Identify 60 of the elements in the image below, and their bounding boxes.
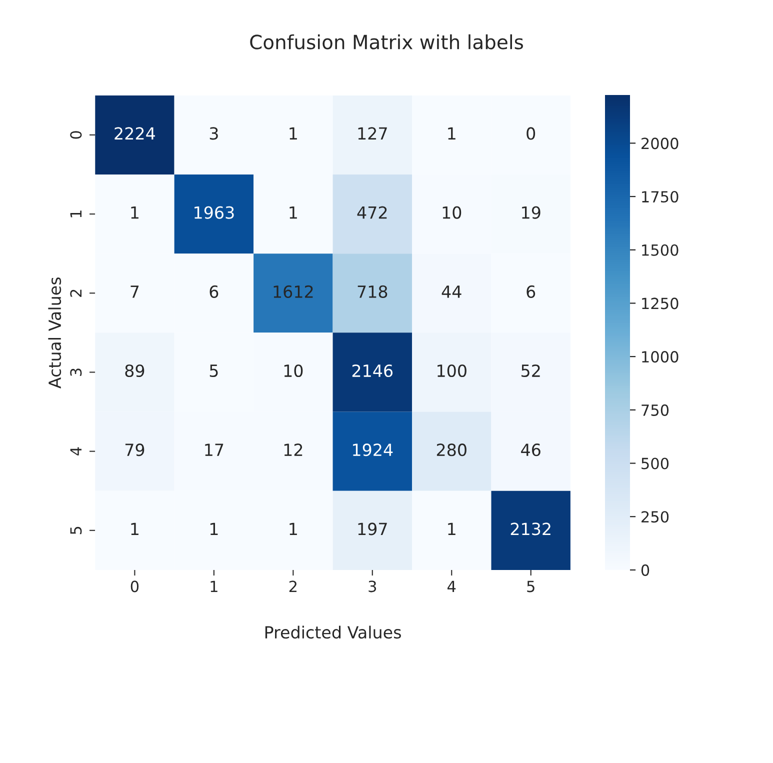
data-label: 1963: [194, 206, 234, 219]
x-tick-label: 4: [448, 580, 456, 592]
data-label: 17: [205, 444, 224, 456]
data-label: 2146: [352, 364, 393, 378]
color-bar-label: 750: [642, 404, 669, 416]
data-label: 7: [130, 286, 139, 298]
data-label: 10: [442, 206, 462, 219]
y-tick-label: 5: [70, 526, 82, 534]
x-tick-label: 5: [527, 580, 534, 592]
data-label: 3: [210, 127, 218, 140]
data-label: 1: [448, 522, 456, 536]
data-label: 5: [210, 364, 218, 378]
color-bar-label: 1750: [642, 190, 678, 203]
data-label: 2132: [510, 522, 550, 536]
data-label: 12: [284, 444, 302, 456]
data-label: 718: [358, 285, 388, 298]
data-label: 44: [442, 286, 462, 298]
data-label: 472: [357, 206, 387, 219]
data-label: 127: [358, 127, 387, 140]
color-bar-label: 2000: [642, 138, 678, 150]
y-axis-title: Actual Values: [48, 277, 62, 389]
y-tick-label: 1: [70, 210, 82, 218]
data-label: 1924: [353, 444, 393, 456]
y-tick-label: 3: [70, 368, 82, 376]
x-tick-label: 3: [368, 580, 376, 592]
data-label: 1: [290, 522, 297, 536]
color-bar-label: 0: [641, 564, 650, 576]
x-tick-label: 2: [289, 580, 296, 592]
data-label: 100: [438, 364, 466, 378]
y-tick-label: 4: [70, 447, 82, 456]
color-bar-label: 1500: [642, 244, 678, 256]
data-label: 89: [125, 364, 144, 378]
data-label: 1: [210, 522, 218, 536]
data-label: 10: [284, 364, 303, 378]
data-label: 197: [358, 522, 387, 536]
y-tick-label: 2: [70, 290, 82, 297]
data-label: 1612: [274, 285, 313, 298]
data-label: 0: [526, 127, 536, 140]
data-label: 1: [131, 206, 138, 219]
chart-title: Confusion Matrix with labels: [250, 34, 523, 50]
data-label: 6: [210, 285, 218, 298]
data-label: 6: [526, 285, 536, 298]
color-bar-label: 250: [642, 511, 669, 523]
data-label: 280: [436, 444, 466, 456]
data-label: 19: [522, 206, 540, 219]
data-label: 1: [290, 127, 297, 140]
color-bar-label: 1000: [642, 351, 678, 363]
y-tick-label: 0: [70, 131, 82, 139]
x-tick-label: 0: [130, 580, 139, 592]
data-label: 52: [522, 364, 540, 378]
data-label: 1: [131, 522, 138, 536]
data-label: 1: [448, 127, 456, 140]
data-label: 79: [125, 444, 144, 456]
data-label: 1: [290, 206, 297, 219]
data-label: 46: [521, 444, 540, 456]
color-bar-label: 500: [642, 458, 669, 470]
x-tick-label: 1: [210, 580, 218, 592]
data-label: 2224: [114, 127, 155, 140]
x-axis-title: Predicted Values: [265, 626, 401, 639]
color-bar-label: 1250: [642, 298, 678, 310]
